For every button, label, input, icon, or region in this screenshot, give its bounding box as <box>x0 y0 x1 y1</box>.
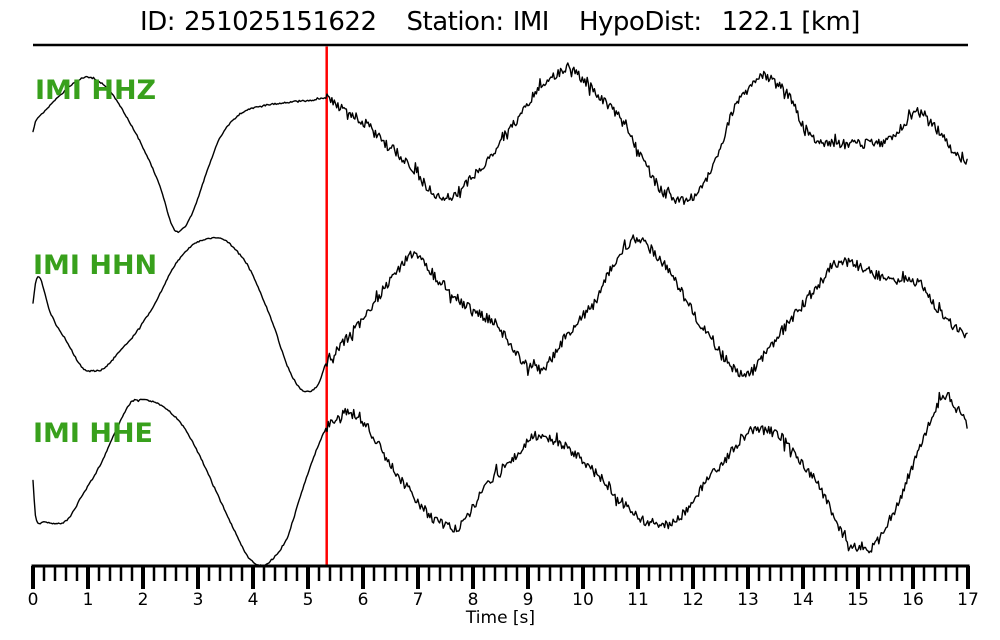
x-axis-title: Time [s] <box>465 608 536 628</box>
hypodist-label: HypoDist: <box>578 7 702 37</box>
hypodist-field: HypoDist: 122.1 [km] <box>579 7 860 37</box>
event-id-field: ID: 251025151622 <box>140 7 377 37</box>
event-id-value: 251025151622 <box>183 7 377 37</box>
trace-path-hhz <box>32 62 968 234</box>
trace-label-hhe: IMI HHE <box>33 418 153 449</box>
trace-label-hhn: IMI HHN <box>33 250 158 281</box>
station-label: Station: <box>406 7 505 37</box>
plot-title: ID: 251025151622 Station: IMI HypoDist: … <box>0 7 1000 37</box>
station-field: Station: IMI <box>406 7 550 37</box>
trace-path-hhn <box>32 234 968 393</box>
trace-path-hhe <box>32 391 968 567</box>
event-id-label: ID: <box>140 7 175 37</box>
hypodist-value: 122.1 [km] <box>721 7 861 37</box>
trace-label-hhz: IMI HHZ <box>35 75 157 106</box>
station-value: IMI <box>512 7 550 37</box>
